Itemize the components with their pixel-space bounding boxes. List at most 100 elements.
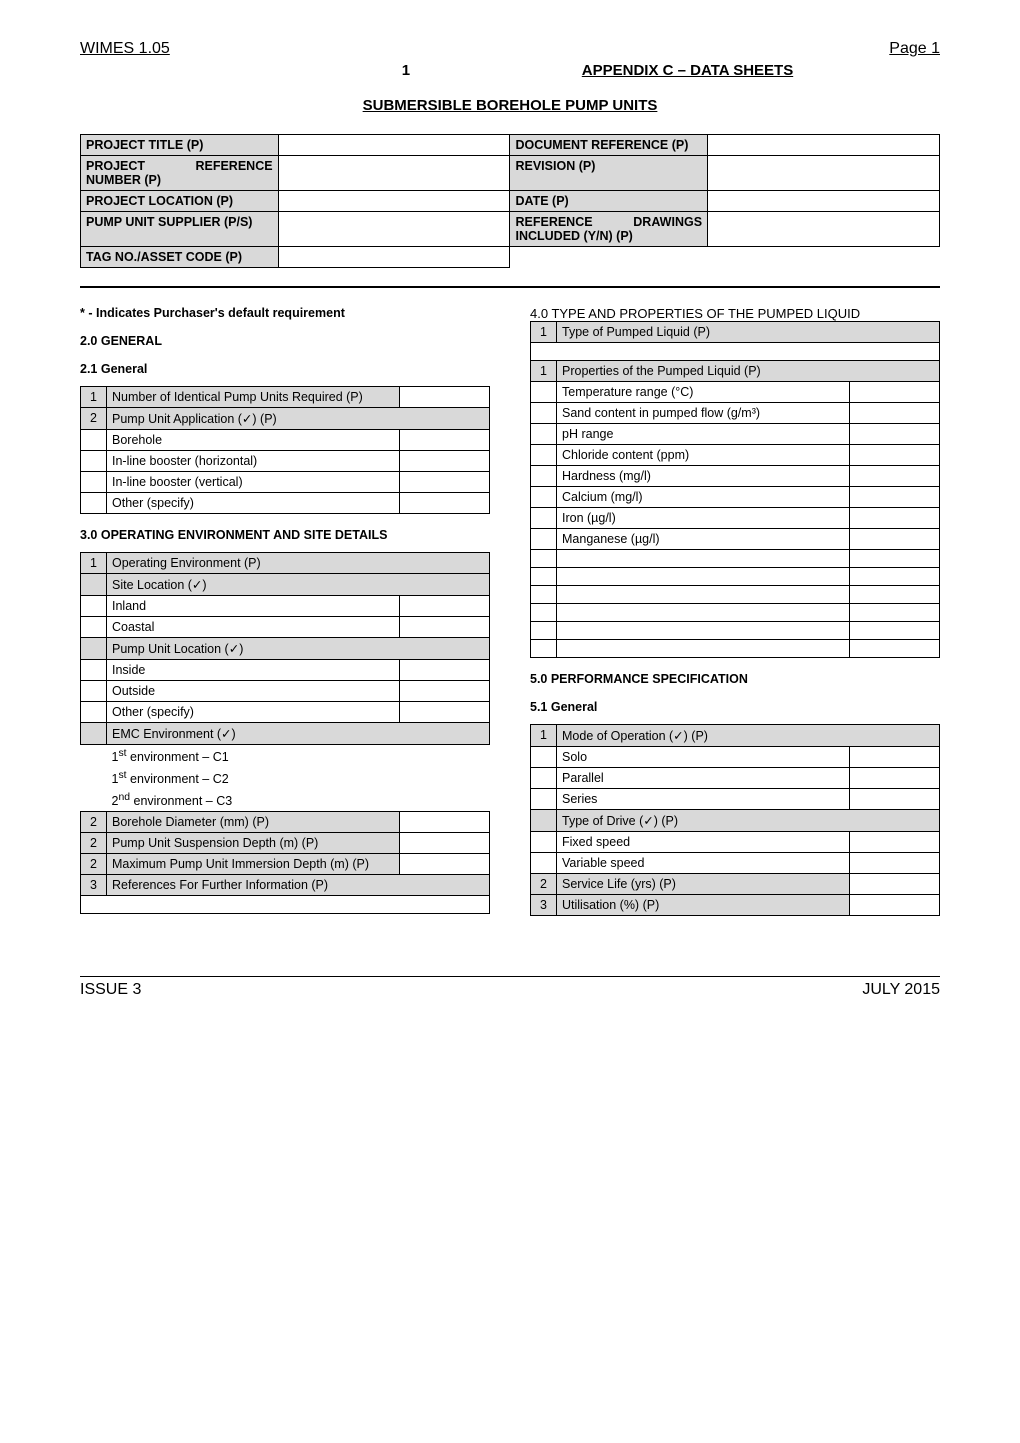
- cell-value[interactable]: [400, 596, 490, 617]
- cell-label[interactable]: [557, 640, 850, 658]
- cell-value[interactable]: [850, 568, 940, 586]
- cell-value[interactable]: [400, 451, 490, 472]
- cell-value[interactable]: [850, 622, 940, 640]
- cell-num: [531, 568, 557, 586]
- cell-value[interactable]: [850, 895, 940, 916]
- cell-value[interactable]: [400, 617, 490, 638]
- drawings-label: REFERENCE DRAWINGS INCLUDED (Y/N) (P): [510, 212, 708, 247]
- cell-value[interactable]: [850, 508, 940, 529]
- cell-label[interactable]: [557, 604, 850, 622]
- heading-3-0: 3.0 OPERATING ENVIRONMENT AND SITE DETAI…: [80, 528, 490, 542]
- cell-num: [81, 493, 107, 514]
- cell-label[interactable]: [557, 622, 850, 640]
- cell-value[interactable]: [850, 874, 940, 895]
- cell-value[interactable]: [850, 604, 940, 622]
- cell-value[interactable]: [531, 343, 940, 361]
- cell-num: [531, 466, 557, 487]
- cell-value[interactable]: [400, 681, 490, 702]
- cell-value[interactable]: [850, 768, 940, 789]
- cell-label: Pump Unit Location (✓): [107, 638, 490, 660]
- cell-label: Pump Unit Suspension Depth (m) (P): [107, 833, 400, 854]
- appendix-row: 1 APPENDIX C – DATA SHEETS: [80, 62, 940, 79]
- header-right: Page 1: [889, 40, 940, 58]
- cell-num: [531, 508, 557, 529]
- cell-value[interactable]: [850, 403, 940, 424]
- cell-value[interactable]: [850, 382, 940, 403]
- project-loc-value[interactable]: [278, 191, 510, 212]
- cell-value[interactable]: [850, 529, 940, 550]
- cell-num: [531, 487, 557, 508]
- project-ref-value[interactable]: [278, 156, 510, 191]
- project-title-label: PROJECT TITLE (P): [81, 135, 279, 156]
- cell-label: Sand content in pumped flow (g/m³): [557, 403, 850, 424]
- cell-num: [81, 574, 107, 596]
- cell-value[interactable]: [850, 487, 940, 508]
- revision-value[interactable]: [708, 156, 940, 191]
- cell-num: [81, 723, 107, 745]
- doc-ref-value[interactable]: [708, 135, 940, 156]
- cell-label: 1st environment – C1: [107, 745, 490, 768]
- cell-value[interactable]: [850, 586, 940, 604]
- cell-label[interactable]: [557, 586, 850, 604]
- cell-value[interactable]: [850, 640, 940, 658]
- main-title: SUBMERSIBLE BOREHOLE PUMP UNITS: [80, 97, 940, 114]
- date-value[interactable]: [708, 191, 940, 212]
- table-5-1: 1Mode of Operation (✓) (P) Solo Parallel…: [530, 724, 940, 916]
- cell-value[interactable]: [400, 493, 490, 514]
- cell-value[interactable]: [850, 445, 940, 466]
- right-column: 4.0 TYPE AND PROPERTIES OF THE PUMPED LI…: [530, 306, 940, 916]
- cell-value[interactable]: [850, 853, 940, 874]
- supplier-value[interactable]: [278, 212, 510, 247]
- cell-num: [531, 550, 557, 568]
- cell-value[interactable]: [850, 832, 940, 853]
- cell-value[interactable]: [400, 702, 490, 723]
- cell-value[interactable]: [400, 660, 490, 681]
- empty-cell: [510, 247, 940, 268]
- cell-label: Type of Pumped Liquid (P): [557, 322, 940, 343]
- cell-value[interactable]: [850, 789, 940, 810]
- cell-value[interactable]: [400, 833, 490, 854]
- cell-num: 3: [531, 895, 557, 916]
- cell-num: 1: [531, 361, 557, 382]
- cell-value[interactable]: [850, 424, 940, 445]
- cell-label[interactable]: [557, 550, 850, 568]
- cell-value[interactable]: [400, 472, 490, 493]
- cell-label: Borehole: [107, 430, 400, 451]
- cell-label: Maximum Pump Unit Immersion Depth (m) (P…: [107, 854, 400, 875]
- cell-value[interactable]: [400, 430, 490, 451]
- cell-label: Temperature range (°C): [557, 382, 850, 403]
- cell-num: [81, 789, 107, 812]
- page-header: WIMES 1.05 Page 1: [80, 40, 940, 58]
- default-note: * - Indicates Purchaser's default requir…: [80, 306, 490, 320]
- cell-num: [81, 596, 107, 617]
- cell-label: 2nd environment – C3: [107, 789, 490, 812]
- cell-label: Chloride content (ppm): [557, 445, 850, 466]
- cell-num: [531, 586, 557, 604]
- cell-num: [531, 789, 557, 810]
- cell-value[interactable]: [400, 387, 490, 408]
- cell-label: Service Life (yrs) (P): [557, 874, 850, 895]
- cell-label: Hardness (mg/l): [557, 466, 850, 487]
- cell-value[interactable]: [400, 854, 490, 875]
- cell-num: [531, 445, 557, 466]
- heading-5-0: 5.0 PERFORMANCE SPECIFICATION: [530, 672, 940, 686]
- drawings-value[interactable]: [708, 212, 940, 247]
- appendix-number: 1: [402, 62, 582, 79]
- cell-label: Iron (µg/l): [557, 508, 850, 529]
- cell-label: Manganese (µg/l): [557, 529, 850, 550]
- cell-value[interactable]: [850, 550, 940, 568]
- project-info-table: PROJECT TITLE (P) DOCUMENT REFERENCE (P)…: [80, 134, 940, 268]
- footer-right: JULY 2015: [862, 981, 940, 999]
- cell-num: [531, 403, 557, 424]
- cell-num: [81, 745, 107, 768]
- cell-label: References For Further Information (P): [107, 875, 490, 896]
- cell-value[interactable]: [400, 812, 490, 833]
- tag-value[interactable]: [278, 247, 510, 268]
- cell-value[interactable]: [81, 896, 490, 914]
- cell-label: Other (specify): [107, 493, 400, 514]
- cell-label: Series: [557, 789, 850, 810]
- cell-label[interactable]: [557, 568, 850, 586]
- cell-value[interactable]: [850, 466, 940, 487]
- project-title-value[interactable]: [278, 135, 510, 156]
- cell-value[interactable]: [850, 747, 940, 768]
